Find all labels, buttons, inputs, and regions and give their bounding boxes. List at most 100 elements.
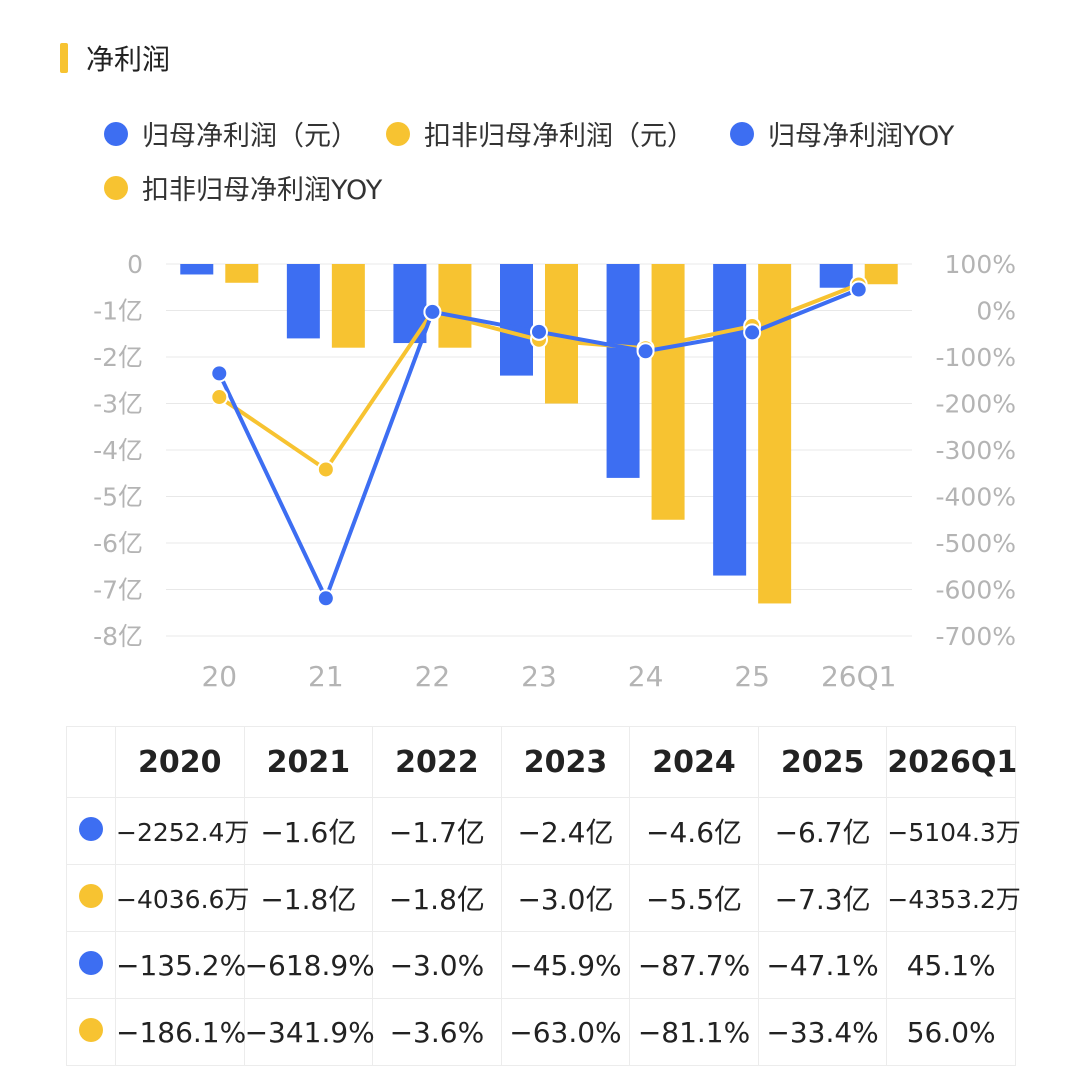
bar: [331, 264, 365, 348]
table-cell: −4353.2万: [886, 864, 1021, 932]
table-cell: −5.5亿: [629, 864, 759, 932]
table-cell: −63.0%: [500, 998, 631, 1066]
line-point: [423, 302, 442, 321]
row-dot: [79, 950, 103, 975]
y-left-tick-label: -2亿: [93, 343, 143, 372]
legend-label: 扣非归母净利润YOY: [142, 175, 383, 206]
legend-dot-blue: [730, 121, 754, 146]
y-right-tick-label: 0%: [976, 297, 1016, 326]
table-cell: −3.0%: [372, 931, 502, 999]
table-row: −4036.6万 −1.8亿 −1.8亿 −3.0亿 −5.5亿 −7.3亿 −4353.2…: [66, 864, 1021, 932]
table-header-cell: 2025: [757, 726, 888, 798]
x-tick-label: 22: [415, 660, 451, 693]
table-cell: −3.6%: [372, 998, 502, 1066]
table-row: −186.1% −341.9% −3.6% −63.0% −81.1% −33.4% 56.…: [66, 998, 1016, 1066]
line-point: [743, 323, 762, 342]
table-header-cell: 2021: [243, 726, 374, 798]
table-header-cell: 2022: [372, 726, 502, 798]
y-left-tick-label: -6亿: [93, 529, 143, 558]
line-point: [210, 364, 229, 383]
y-right-tick-label: -400%: [936, 483, 1017, 512]
y-right-tick-label: -700%: [936, 622, 1017, 651]
x-tick-label: 20: [201, 660, 237, 693]
legend-item-deducted-net-profit[interactable]: 扣非归母净利润（元）: [386, 114, 694, 153]
y-left-tick-label: -1亿: [93, 297, 143, 326]
bar: [438, 264, 472, 348]
y-right-tick-label: -500%: [936, 529, 1017, 558]
x-tick-label: 21: [308, 660, 344, 693]
table-cell: −1.8亿: [243, 864, 374, 932]
section-title: 净利润: [86, 43, 171, 76]
table-cell: −4036.6万: [115, 864, 249, 932]
legend-item-parent-net-profit[interactable]: 归母净利润（元）: [104, 114, 358, 153]
x-tick-label: 24: [628, 660, 664, 693]
table-header-row: 2020 2021 2022 2023 2024 2025 2026Q1: [66, 726, 1017, 798]
bar: [713, 264, 747, 576]
table-cell: −618.9%: [243, 931, 375, 999]
table-header-cell: 2024: [629, 726, 759, 798]
line-point: [210, 388, 229, 407]
bar: [500, 264, 533, 376]
table-row-marker-cell: [66, 931, 116, 999]
bar: [819, 264, 853, 288]
legend-dot-yellow: [104, 175, 128, 200]
table-row-marker-cell: [66, 998, 116, 1066]
legend-dot-yellow: [386, 121, 410, 146]
table-row-marker-cell: [66, 864, 116, 932]
bar: [651, 264, 685, 520]
bar: [225, 264, 259, 283]
table-cell: −3.0亿: [500, 864, 631, 932]
table-cell: −1.8亿: [372, 864, 502, 932]
y-left-tick-label: -4亿: [93, 436, 143, 465]
table-cell: −2252.4万: [115, 797, 249, 865]
y-left-tick-label: -8亿: [93, 622, 143, 651]
x-tick-label: 25: [734, 660, 770, 693]
y-right-tick-label: 100%: [945, 250, 1016, 279]
x-tick-label: 26Q1: [821, 660, 896, 693]
table-cell: −47.1%: [757, 931, 888, 999]
legend-dot-blue: [104, 121, 128, 146]
table-row-marker-cell: [66, 797, 116, 865]
line-point: [316, 589, 335, 608]
table-cell: −33.4%: [757, 998, 888, 1066]
bar: [286, 264, 320, 339]
net-profit-chart: 0 -1亿 -2亿 -3亿 -4亿 -5亿 -6亿 -7亿 -8亿 100% 0% -100% -200…: [93, 250, 1017, 693]
table-cell: −6.7亿: [757, 797, 888, 865]
legend-label: 扣非归母净利润（元）: [424, 121, 694, 152]
bar: [180, 264, 214, 275]
y-left-tick-label: 0: [127, 250, 143, 279]
table-header-cell: 2023: [500, 726, 631, 798]
bar: [864, 264, 898, 285]
table-cell: 56.0%: [886, 998, 1016, 1066]
section-header: 净利润: [60, 38, 170, 78]
table-cell: −4.6亿: [629, 797, 759, 865]
legend-label: 归母净利润（元）: [142, 121, 358, 152]
bar: [606, 264, 640, 478]
row-dot: [79, 883, 103, 908]
bar: [758, 264, 792, 604]
table-row: −2252.4万 −1.6亿 −1.7亿 −2.4亿 −4.6亿 −6.7亿 −5104.3…: [66, 797, 1021, 865]
table-cell: −2.4亿: [500, 797, 631, 865]
x-tick-label: 23: [521, 660, 557, 693]
y-right-tick-label: -300%: [936, 436, 1017, 465]
table-cell: −186.1%: [115, 998, 246, 1066]
y-left-tick-label: -5亿: [93, 483, 143, 512]
y-left-tick-label: -7亿: [93, 576, 143, 605]
legend-item-parent-yoy[interactable]: 归母净利润YOY: [730, 114, 954, 153]
y-right-tick-label: -200%: [936, 390, 1017, 419]
legend-label: 归母净利润YOY: [768, 121, 955, 152]
data-table: 2020 2021 2022 2023 2024 2025 2026Q1 −22…: [66, 726, 1021, 1066]
table-cell: −1.7亿: [372, 797, 502, 865]
legend-item-deducted-yoy[interactable]: 扣非归母净利润YOY: [104, 168, 382, 207]
table-header-cell: 2020: [115, 726, 245, 798]
section-accent-bar: [60, 43, 68, 73]
table-corner-cell: [66, 726, 116, 798]
y-right-tick-label: -600%: [936, 576, 1017, 605]
table-cell: 45.1%: [886, 931, 1016, 999]
table-header-cell: 2026Q1: [886, 726, 1017, 798]
line-point: [530, 322, 548, 341]
table-cell: −341.9%: [243, 998, 375, 1066]
line-point: [636, 342, 655, 361]
table-cell: −5104.3万: [886, 797, 1021, 865]
table-cell: −81.1%: [629, 998, 759, 1066]
